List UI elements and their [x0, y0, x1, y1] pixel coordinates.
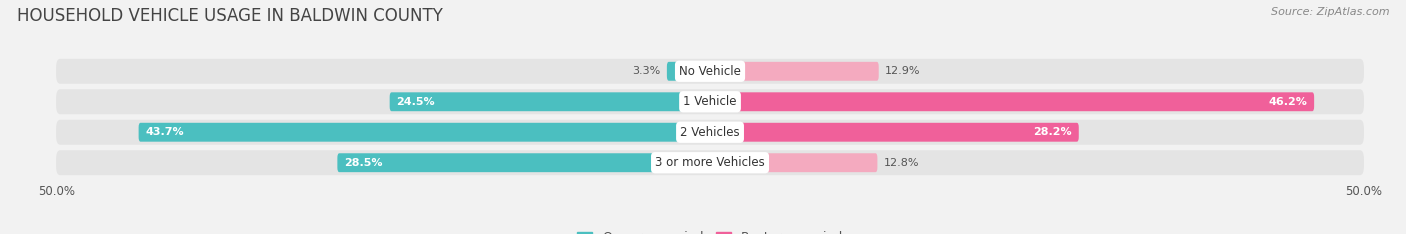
FancyBboxPatch shape [710, 62, 879, 81]
Text: 2 Vehicles: 2 Vehicles [681, 126, 740, 139]
Text: 24.5%: 24.5% [396, 97, 434, 107]
FancyBboxPatch shape [710, 153, 877, 172]
FancyBboxPatch shape [666, 62, 710, 81]
Text: 3 or more Vehicles: 3 or more Vehicles [655, 156, 765, 169]
FancyBboxPatch shape [56, 59, 1364, 84]
FancyBboxPatch shape [337, 153, 710, 172]
FancyBboxPatch shape [56, 120, 1364, 145]
Text: 28.2%: 28.2% [1033, 127, 1073, 137]
FancyBboxPatch shape [710, 92, 1315, 111]
Text: 43.7%: 43.7% [145, 127, 184, 137]
Legend: Owner-occupied, Renter-occupied: Owner-occupied, Renter-occupied [576, 231, 844, 234]
Text: Source: ZipAtlas.com: Source: ZipAtlas.com [1271, 7, 1389, 17]
FancyBboxPatch shape [389, 92, 710, 111]
Text: 46.2%: 46.2% [1268, 97, 1308, 107]
FancyBboxPatch shape [56, 150, 1364, 175]
Text: No Vehicle: No Vehicle [679, 65, 741, 78]
Text: 12.9%: 12.9% [886, 66, 921, 76]
FancyBboxPatch shape [139, 123, 710, 142]
Text: 28.5%: 28.5% [344, 158, 382, 168]
FancyBboxPatch shape [56, 89, 1364, 114]
Text: 12.8%: 12.8% [884, 158, 920, 168]
Text: 1 Vehicle: 1 Vehicle [683, 95, 737, 108]
FancyBboxPatch shape [710, 123, 1078, 142]
Text: 3.3%: 3.3% [633, 66, 661, 76]
Text: HOUSEHOLD VEHICLE USAGE IN BALDWIN COUNTY: HOUSEHOLD VEHICLE USAGE IN BALDWIN COUNT… [17, 7, 443, 25]
